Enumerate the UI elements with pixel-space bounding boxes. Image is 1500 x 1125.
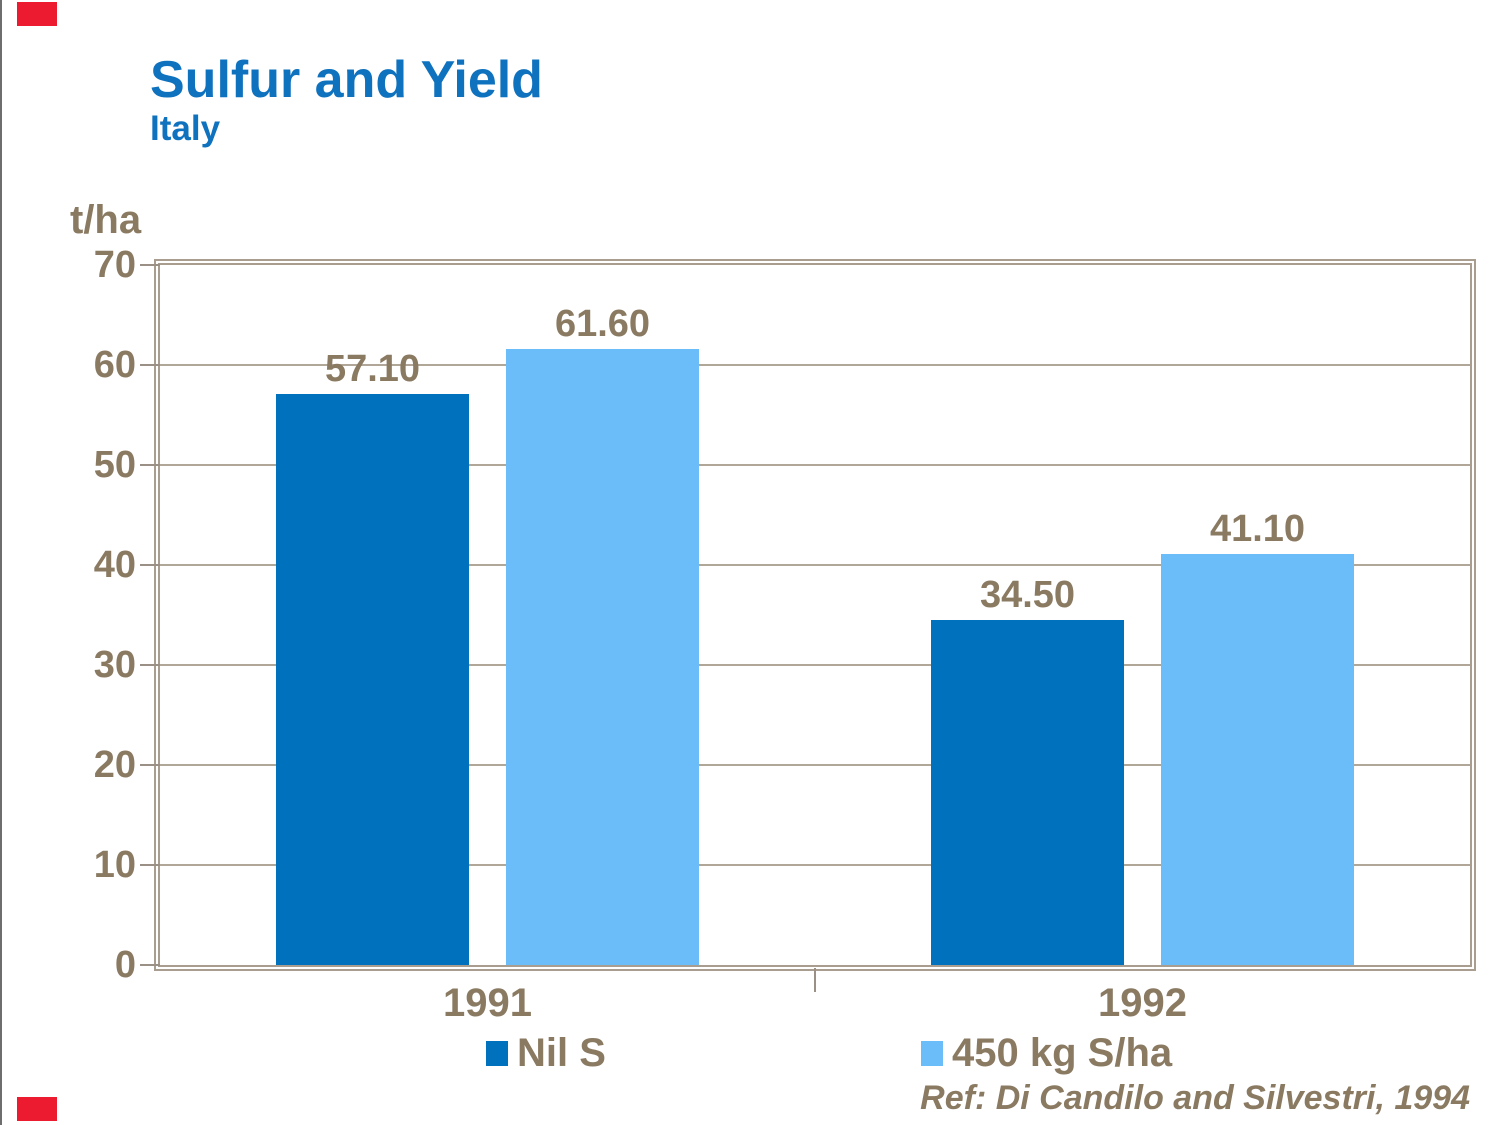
plot-area (160, 265, 1470, 965)
legend-label: 450 kg S/ha (952, 1031, 1173, 1075)
slide-left-edge (0, 0, 2, 1125)
page-subtitle: Italy (150, 109, 221, 148)
gridline (160, 764, 1470, 766)
red-accent-bottom-left (17, 1097, 57, 1121)
y-axis-tick-label: 0 (114, 944, 136, 986)
gridline (160, 464, 1470, 466)
y-axis-tick-label: 30 (93, 644, 136, 686)
red-accent-top-left (17, 2, 57, 26)
y-axis-tick-label: 10 (93, 844, 136, 886)
bar-value-label: 41.10 (1209, 508, 1306, 550)
legend-item-450kg-s: 450 kg S/ha (921, 1030, 1172, 1076)
y-axis-tick (140, 264, 160, 266)
x-category-label: 1991 (443, 981, 532, 1025)
bar-nil-s-1991 (276, 394, 469, 965)
x-category-label: 1992 (1098, 981, 1187, 1025)
y-axis-tick (140, 864, 160, 866)
y-axis-tick-label: 50 (93, 444, 136, 486)
y-axis-tick (140, 564, 160, 566)
y-axis-tick (140, 364, 160, 366)
y-axis-tick-label: 40 (93, 544, 136, 586)
gridline (160, 564, 1470, 566)
gridline (160, 364, 1470, 366)
y-axis-tick-label: 70 (93, 244, 136, 286)
legend-swatch-icon (921, 1040, 943, 1066)
reference-text: Ref: Di Candilo and Silvestri, 1994 (920, 1079, 1470, 1117)
bar-nil-s-1992 (931, 620, 1124, 965)
y-axis-unit-label: t/ha (70, 198, 142, 242)
legend-label: Nil S (517, 1031, 606, 1075)
bar-450kg-s-1991 (506, 349, 699, 965)
bar-450kg-s-1992 (1161, 554, 1354, 965)
gridline (160, 864, 1470, 866)
y-axis-tick-label: 20 (93, 744, 136, 786)
legend-swatch-icon (486, 1040, 508, 1066)
bar-value-label: 34.50 (979, 574, 1076, 616)
bar-value-label: 61.60 (554, 303, 651, 345)
legend-item-nil-s: Nil S (486, 1030, 606, 1076)
gridline (160, 664, 1470, 666)
x-axis-tick (814, 968, 816, 992)
y-axis-tick (140, 664, 160, 666)
bar-value-label: 57.10 (324, 348, 421, 390)
page-title: Sulfur and Yield (150, 51, 543, 109)
y-axis-tick (140, 764, 160, 766)
y-axis-tick (140, 964, 160, 966)
y-axis-tick (140, 464, 160, 466)
y-axis-tick-label: 60 (93, 344, 136, 386)
